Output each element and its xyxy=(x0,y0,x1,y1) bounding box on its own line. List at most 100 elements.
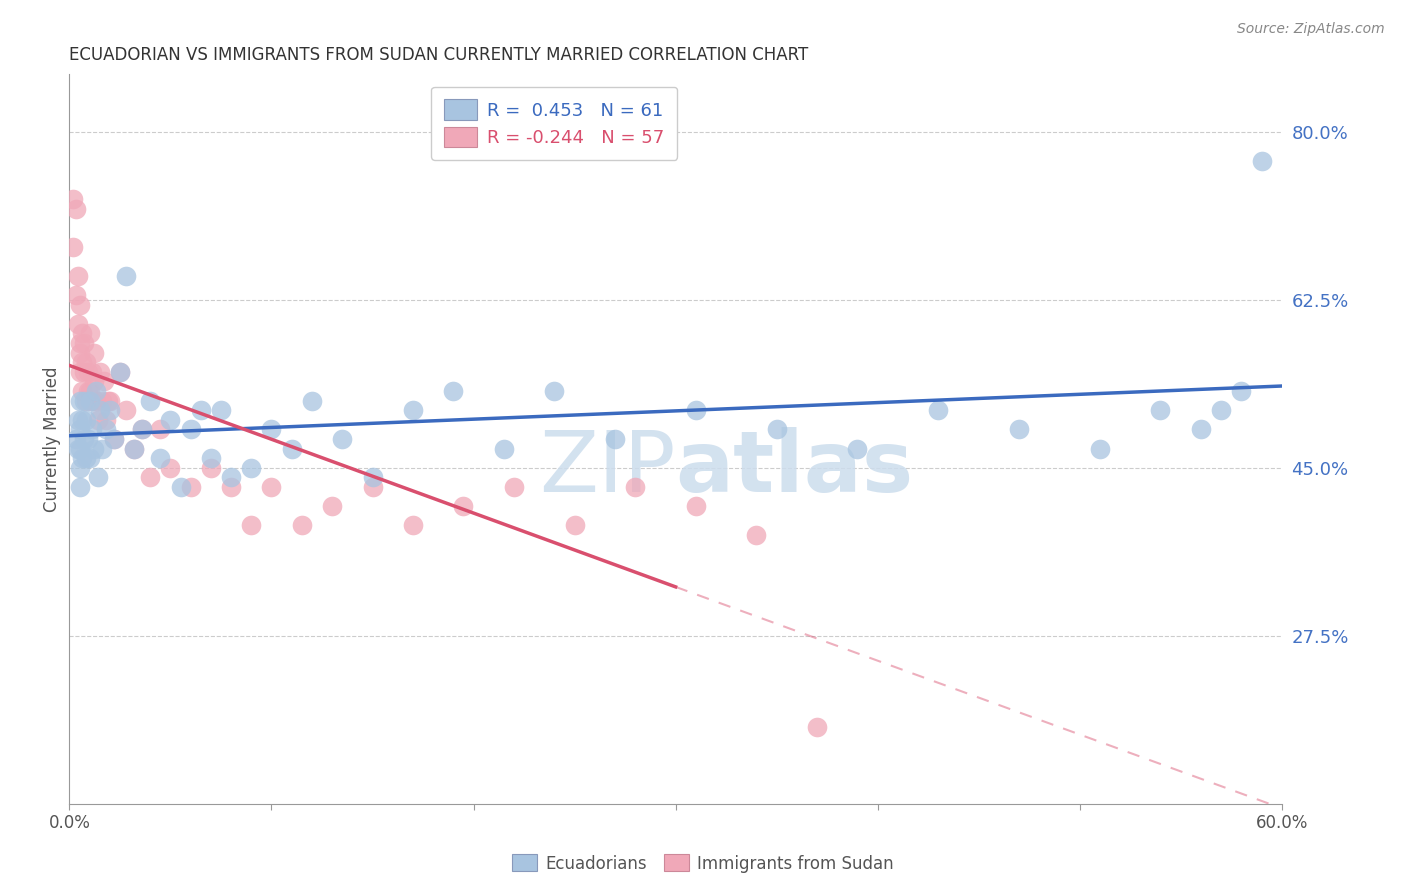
Point xyxy=(84,393,107,408)
Point xyxy=(75,413,97,427)
Point xyxy=(108,365,131,379)
Point xyxy=(139,470,162,484)
Point xyxy=(603,432,626,446)
Point xyxy=(93,375,115,389)
Point xyxy=(330,432,353,446)
Point xyxy=(76,432,98,446)
Point xyxy=(75,393,97,408)
Legend: R =  0.453   N = 61, R = -0.244   N = 57: R = 0.453 N = 61, R = -0.244 N = 57 xyxy=(432,87,678,160)
Point xyxy=(80,422,103,436)
Point xyxy=(200,451,222,466)
Point xyxy=(89,365,111,379)
Point xyxy=(79,384,101,398)
Point xyxy=(131,422,153,436)
Point xyxy=(89,403,111,417)
Point xyxy=(69,336,91,351)
Point xyxy=(1008,422,1031,436)
Point xyxy=(240,518,263,533)
Point xyxy=(219,480,242,494)
Point xyxy=(66,268,89,283)
Point xyxy=(79,451,101,466)
Text: ZIP: ZIP xyxy=(538,426,676,509)
Point xyxy=(66,442,89,456)
Point xyxy=(69,365,91,379)
Point xyxy=(624,480,647,494)
Point xyxy=(98,403,121,417)
Point xyxy=(103,432,125,446)
Point xyxy=(159,461,181,475)
Y-axis label: Currently Married: Currently Married xyxy=(44,367,60,512)
Point xyxy=(685,500,707,514)
Point xyxy=(84,384,107,398)
Point xyxy=(139,393,162,408)
Point xyxy=(62,192,84,206)
Point xyxy=(564,518,586,533)
Point xyxy=(159,413,181,427)
Point xyxy=(240,461,263,475)
Point xyxy=(115,403,138,417)
Point xyxy=(1209,403,1232,417)
Point xyxy=(94,413,117,427)
Point xyxy=(66,317,89,331)
Point xyxy=(190,403,212,417)
Point xyxy=(72,336,94,351)
Point xyxy=(149,422,172,436)
Point xyxy=(543,384,565,398)
Text: atlas: atlas xyxy=(676,426,914,509)
Point xyxy=(200,461,222,475)
Point xyxy=(301,393,323,408)
Point xyxy=(83,345,105,359)
Point xyxy=(260,422,283,436)
Point xyxy=(321,500,343,514)
Point xyxy=(69,480,91,494)
Point xyxy=(122,442,145,456)
Point xyxy=(1189,422,1212,436)
Text: Source: ZipAtlas.com: Source: ZipAtlas.com xyxy=(1237,22,1385,37)
Point xyxy=(98,393,121,408)
Point xyxy=(1250,153,1272,168)
Point xyxy=(87,470,110,484)
Point xyxy=(70,451,93,466)
Point xyxy=(75,355,97,369)
Point xyxy=(492,442,515,456)
Point xyxy=(131,422,153,436)
Point xyxy=(72,432,94,446)
Point xyxy=(209,403,232,417)
Point xyxy=(65,288,87,302)
Point xyxy=(69,345,91,359)
Point xyxy=(745,528,768,542)
Point xyxy=(83,442,105,456)
Point xyxy=(180,422,202,436)
Point xyxy=(115,268,138,283)
Point xyxy=(103,432,125,446)
Point xyxy=(80,393,103,408)
Point xyxy=(65,432,87,446)
Point xyxy=(70,384,93,398)
Point xyxy=(402,518,425,533)
Point xyxy=(806,720,828,734)
Point xyxy=(361,470,384,484)
Point xyxy=(927,403,949,417)
Point xyxy=(83,375,105,389)
Point xyxy=(169,480,191,494)
Point xyxy=(402,403,425,417)
Point xyxy=(69,442,91,456)
Point xyxy=(503,480,526,494)
Point xyxy=(94,422,117,436)
Point xyxy=(69,461,91,475)
Point xyxy=(441,384,464,398)
Point xyxy=(69,297,91,311)
Point xyxy=(260,480,283,494)
Point xyxy=(90,442,112,456)
Point xyxy=(685,403,707,417)
Point xyxy=(70,355,93,369)
Point xyxy=(149,451,172,466)
Point xyxy=(180,480,202,494)
Point xyxy=(69,422,91,436)
Point xyxy=(70,326,93,341)
Point xyxy=(69,393,91,408)
Point xyxy=(80,365,103,379)
Point xyxy=(219,470,242,484)
Legend: Ecuadorians, Immigrants from Sudan: Ecuadorians, Immigrants from Sudan xyxy=(506,847,900,880)
Point xyxy=(97,393,120,408)
